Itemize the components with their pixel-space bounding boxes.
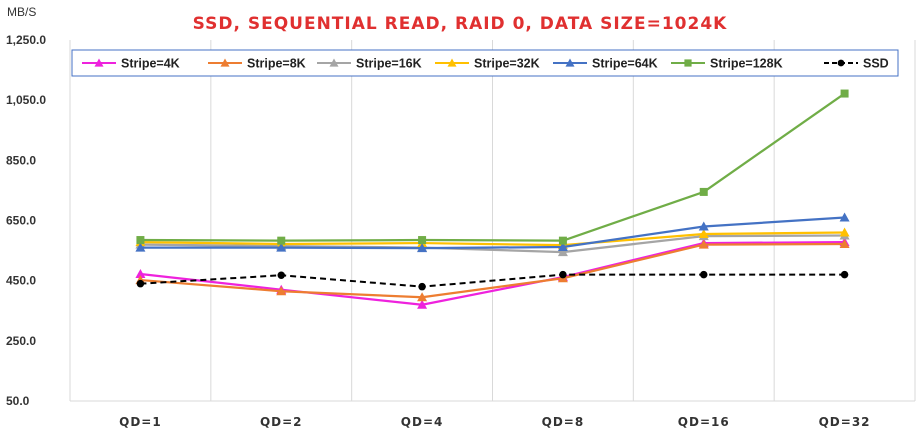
data-point bbox=[135, 242, 146, 252]
y-tick-label: 450.0 bbox=[6, 274, 36, 288]
x-tick-label: QD=4 bbox=[401, 415, 444, 429]
legend-label: Stripe=32K bbox=[474, 57, 540, 71]
data-point bbox=[698, 239, 709, 249]
data-point bbox=[136, 279, 145, 288]
y-axis-unit-label: MB/S bbox=[7, 5, 36, 19]
legend: Stripe=4K Stripe=8K Stripe=16K Stripe=32K St… bbox=[71, 49, 899, 77]
data-point bbox=[417, 243, 428, 253]
legend-entry: Stripe=16K bbox=[317, 57, 422, 71]
legend-entry: Stripe=128K bbox=[671, 57, 783, 71]
x-tick-label: QD=32 bbox=[819, 415, 871, 429]
legend-marker bbox=[220, 58, 230, 67]
data-point bbox=[277, 271, 285, 280]
series-line bbox=[140, 92, 846, 242]
series-line bbox=[140, 273, 845, 288]
series-line bbox=[140, 231, 845, 247]
y-tick-label: 250.0 bbox=[6, 334, 36, 348]
legend-label: Stripe=64K bbox=[592, 57, 658, 71]
y-tick-label: 50.0 bbox=[6, 394, 30, 408]
legend-marker bbox=[447, 58, 457, 67]
series-stripe-64k bbox=[135, 212, 850, 253]
data-point bbox=[136, 236, 145, 245]
data-point bbox=[276, 286, 287, 296]
series-line bbox=[140, 216, 845, 250]
legend-label: Stripe=16K bbox=[356, 57, 422, 71]
data-point bbox=[557, 247, 568, 257]
grid-layer bbox=[69, 40, 916, 401]
legend-marker bbox=[329, 58, 339, 67]
data-point bbox=[698, 221, 709, 231]
legend-entry: Stripe=32K bbox=[435, 57, 540, 71]
legend-entry: Stripe=8K bbox=[208, 57, 306, 71]
data-point bbox=[417, 299, 428, 309]
data-point bbox=[135, 269, 146, 279]
data-point bbox=[276, 242, 287, 252]
series-line bbox=[140, 241, 845, 306]
data-point bbox=[840, 270, 849, 279]
axis-layer: 1,250.0 1,050.0 850.0 650.0 450.0 250.0 50.0 QD… bbox=[6, 33, 915, 429]
data-point bbox=[418, 236, 427, 245]
legend-marker bbox=[837, 59, 845, 67]
data-point bbox=[839, 212, 850, 222]
data-point bbox=[417, 292, 428, 302]
series-line bbox=[140, 234, 845, 254]
y-tick-label: 850.0 bbox=[6, 153, 36, 167]
series-stripe-128k bbox=[136, 89, 849, 245]
legend-label: Stripe=128K bbox=[710, 57, 783, 71]
legend-entry: SSD bbox=[824, 57, 889, 71]
data-point bbox=[839, 227, 850, 237]
chart-title: SSD, SEQUENTIAL READ, RAID 0, DATA SIZE=… bbox=[193, 14, 728, 34]
legend-entry: Stripe=4K bbox=[82, 57, 180, 71]
y-tick-label: 1,050.0 bbox=[6, 93, 46, 107]
data-point bbox=[559, 270, 567, 279]
x-tick-label: QD=1 bbox=[119, 415, 162, 429]
legend-marker bbox=[94, 58, 104, 67]
legend-marker bbox=[684, 59, 692, 67]
series-layer bbox=[135, 89, 850, 309]
legend-marker bbox=[565, 58, 575, 67]
legend-entry: Stripe=64K bbox=[553, 57, 658, 71]
legend-label: SSD bbox=[863, 57, 889, 71]
data-point bbox=[277, 236, 286, 245]
legend-label: Stripe=4K bbox=[121, 57, 180, 71]
data-point bbox=[839, 238, 850, 248]
data-point bbox=[700, 270, 708, 279]
series-line bbox=[140, 242, 845, 299]
series-ssd bbox=[136, 270, 849, 291]
y-tick-label: 1,250.0 bbox=[6, 33, 46, 47]
data-point bbox=[699, 187, 708, 196]
x-tick-label: QD=2 bbox=[260, 415, 303, 429]
data-point bbox=[558, 236, 567, 245]
legend-label: Stripe=8K bbox=[247, 57, 306, 71]
x-tick-label: QD=16 bbox=[678, 415, 730, 429]
data-point bbox=[840, 89, 849, 98]
y-tick-label: 650.0 bbox=[6, 214, 36, 228]
data-point bbox=[698, 229, 709, 239]
data-point bbox=[557, 241, 568, 251]
data-point bbox=[418, 282, 426, 291]
x-tick-label: QD=8 bbox=[542, 415, 585, 429]
